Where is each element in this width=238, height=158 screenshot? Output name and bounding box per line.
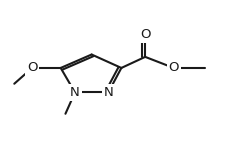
Text: N: N — [70, 86, 80, 99]
Text: O: O — [140, 28, 150, 41]
Text: O: O — [169, 61, 179, 74]
Text: O: O — [27, 61, 37, 74]
Text: N: N — [104, 86, 113, 99]
